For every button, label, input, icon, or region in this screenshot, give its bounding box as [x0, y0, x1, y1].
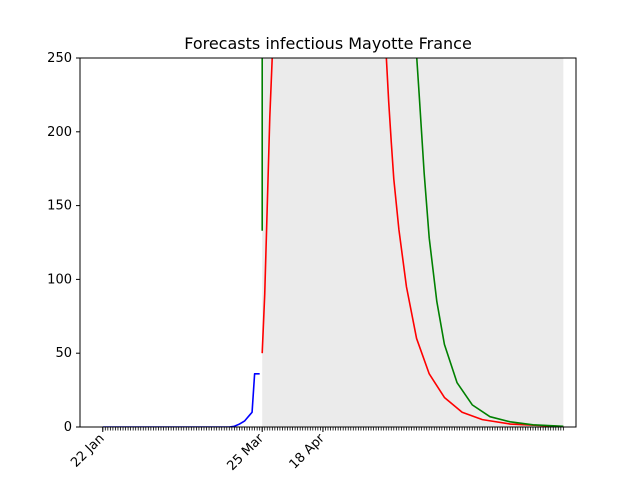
y-tick-label: 0 [64, 420, 72, 435]
y-tick-label: 200 [47, 125, 72, 140]
chart-title: Forecasts infectious Mayotte France [184, 34, 472, 53]
y-tick-label: 100 [47, 272, 72, 287]
y-tick-label: 150 [47, 199, 72, 214]
series-line-0 [102, 373, 260, 427]
series-line-2 [261, 58, 564, 427]
forecast-shaded-region [262, 58, 564, 427]
y-tick-label: 250 [47, 51, 72, 66]
y-tick-label: 50 [55, 346, 72, 361]
series-line-1 [261, 58, 564, 427]
